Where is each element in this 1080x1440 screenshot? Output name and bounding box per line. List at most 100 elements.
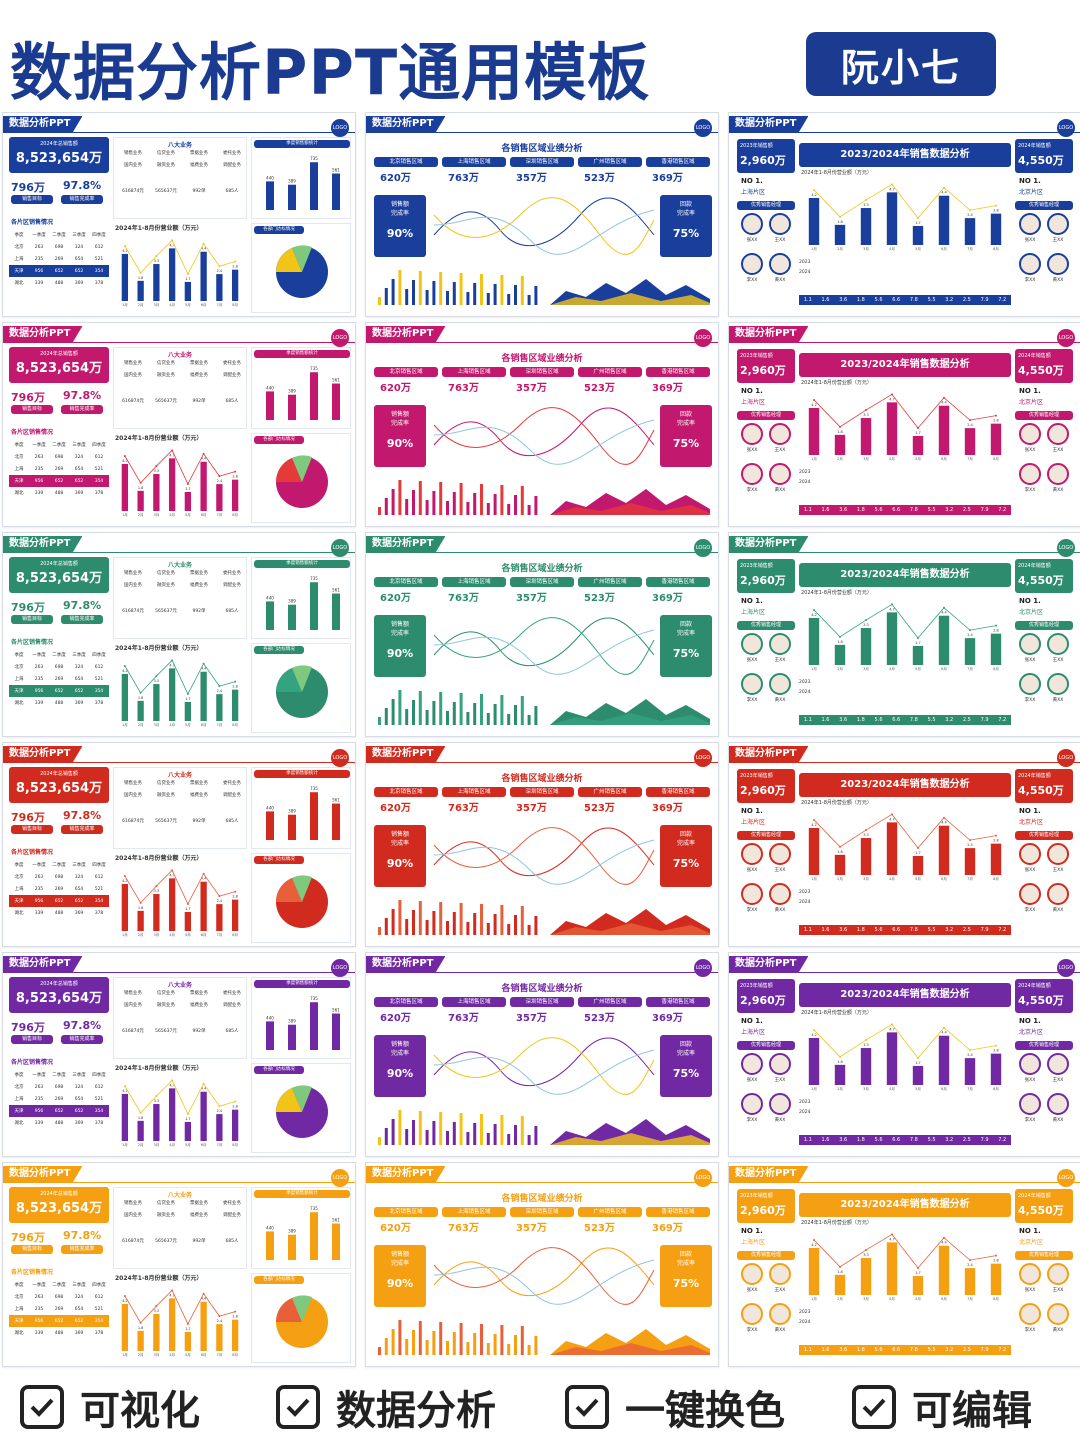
author-badge: 阮小七: [806, 32, 996, 96]
series-line: [433, 407, 655, 465]
table-cell: 652: [74, 478, 84, 484]
slide-tag: 数据分析PPT: [729, 1166, 809, 1182]
slide-green-2[interactable]: 数据分析PPT LOGO 各销售区域业绩分析 北京销售区域 620万 上海销售区域 763万…: [365, 532, 719, 737]
sales-gauge: 销售额 完成率 90%: [374, 1035, 426, 1097]
bar: [938, 1245, 950, 1295]
table-cell: 北京: [14, 1295, 24, 1300]
region-value: 369万: [652, 593, 683, 604]
pie-chart: [276, 875, 328, 928]
slide-orange-2[interactable]: 数据分析PPT LOGO 各销售区域业绩分析 北京销售区域 620万 上海销售区域 763万…: [365, 1162, 719, 1367]
slide-blue-2[interactable]: 数据分析PPT LOGO 各销售区域业绩分析 北京销售区域 620万 上海销售区域 763万…: [365, 112, 719, 317]
trend-point: [171, 869, 174, 872]
no1-label: NO 1.: [1019, 1227, 1041, 1235]
bar: [507, 294, 511, 305]
bar: [964, 1058, 976, 1085]
feature-editable: 可编辑: [852, 1382, 1032, 1434]
bar: [500, 905, 504, 935]
trend-point: [917, 636, 919, 639]
table-cell: 612: [94, 244, 104, 250]
monthly-title: 2024年1-8月份营业额（万元）: [115, 1275, 203, 1282]
gauge-value: 75%: [672, 227, 700, 240]
footer-value: 1.6: [821, 927, 830, 933]
trend-point: [123, 874, 126, 877]
pie-chart: [276, 455, 328, 508]
slide-red-3[interactable]: 数据分析PPT LOGO 2023年销售额 2,960万 2024年销售额 4,550万 2…: [728, 742, 1080, 947]
bar: [507, 714, 511, 725]
table-row: 北京 263 698 324 612: [9, 1081, 109, 1093]
slide-purple-2[interactable]: 数据分析PPT LOGO 各销售区域业绩分析 北京销售区域 620万 上海销售区域 763万…: [365, 952, 719, 1157]
slide-green-1[interactable]: 数据分析PPT LOGO 2024年总销售额 8,523,654万 796万 97.8% 销…: [2, 532, 356, 737]
slide-red-1[interactable]: 数据分析PPT LOGO 2024年总销售额 8,523,654万 796万 97.8% 销…: [2, 742, 356, 947]
table-cell: 湖北: [14, 1331, 24, 1336]
business-item: 调配业务: [223, 793, 241, 798]
business-title: 八大业务: [167, 352, 192, 359]
bar: [405, 919, 409, 935]
rate-block: 97.8%: [63, 179, 102, 192]
slide-magenta-1[interactable]: 数据分析PPT LOGO 2024年总销售额 8,523,654万 796万 97.8% 销…: [2, 322, 356, 527]
slide-divider: [366, 1182, 718, 1183]
bar: [425, 1340, 429, 1355]
data-label: 3.3: [154, 469, 160, 473]
series-line: [433, 827, 655, 876]
manager-label: 优秀销售经理: [1015, 201, 1073, 210]
region-name: 上海片区: [741, 1239, 766, 1246]
business-item: 福费业务: [190, 1003, 208, 1008]
trend-point: [839, 1265, 841, 1268]
bar: [412, 1330, 415, 1355]
quarter-label: 735: [310, 366, 318, 371]
data-label: 1.7: [915, 1271, 921, 1275]
pie-slice: [292, 455, 312, 482]
trend-point: [139, 271, 142, 274]
slide-green-3[interactable]: 数据分析PPT LOGO 2023年销售额 2,960万 2024年销售额 4,550万 2…: [728, 532, 1080, 737]
footer-value: 1.8: [856, 927, 865, 933]
table-row: 2024: [799, 267, 1011, 277]
slide-orange-3[interactable]: 数据分析PPT LOGO 2023年销售额 2,960万 2024年销售额 4,550万 2…: [728, 1162, 1080, 1367]
tick-label: 1月: [811, 666, 817, 671]
feature-label: 数据分析: [336, 1388, 496, 1434]
tick-label: 3月: [154, 932, 160, 937]
table-cell: 652: [54, 1318, 64, 1324]
payment-gauge: 回款 完成率 75%: [660, 405, 712, 467]
trend-point: [839, 425, 841, 428]
target-block: 796万: [11, 1021, 45, 1034]
tick-label: 1月: [122, 1142, 128, 1147]
slide-magenta-2[interactable]: 数据分析PPT LOGO 各销售区域业绩分析 北京销售区域 620万 上海销售区域 763万…: [365, 322, 719, 527]
business-item: 票据业务: [190, 1201, 208, 1206]
avatar: [1019, 633, 1041, 655]
slide-divider: [3, 342, 355, 343]
person-name: 黄XX: [1052, 1328, 1064, 1333]
slide-orange-1[interactable]: 数据分析PPT LOGO 2024年总销售额 8,523,654万 796万 97.8% 销…: [2, 1162, 356, 1367]
slide-blue-3[interactable]: 数据分析PPT LOGO 2023年销售额 2,960万 2024年销售额 4,550万 2…: [728, 112, 1080, 317]
region-header: 上海销售区域: [442, 577, 506, 587]
slide-blue-1[interactable]: 数据分析PPT LOGO 2024年总销售额 8,523,654万 796万 97.8% 销…: [2, 112, 356, 317]
slide-red-2[interactable]: 数据分析PPT LOGO 各销售区域业绩分析 北京销售区域 620万 上海销售区域 763万…: [365, 742, 719, 947]
kpi-value: 2,960万: [740, 784, 786, 797]
row-label: 2024: [799, 689, 811, 695]
table-row: 上海 235 269 654 521: [9, 1303, 109, 1315]
table-cell: 269: [54, 886, 64, 892]
person-name: 张XX: [746, 658, 758, 663]
footer-value: 7.9: [980, 927, 989, 933]
quarter-label: 561: [332, 798, 340, 803]
data-label: 1.7: [915, 1061, 921, 1065]
table-cell: 488: [54, 490, 64, 496]
target-block: 796万: [11, 181, 45, 194]
data-label: 4.4: [201, 1087, 207, 1091]
table-cell: 三季度: [72, 1283, 86, 1288]
bar: [418, 1111, 422, 1145]
data-label: 3.3: [863, 413, 869, 417]
business-item: 福费业务: [190, 1213, 208, 1218]
slide-purple-1[interactable]: 数据分析PPT LOGO 2024年总销售额 8,523,654万 796万 97.8% 销…: [2, 952, 356, 1157]
slide-magenta-3[interactable]: 数据分析PPT LOGO 2023年销售额 2,960万 2024年销售额 4,550万 2…: [728, 322, 1080, 527]
slide-purple-3[interactable]: 数据分析PPT LOGO 2023年销售额 2,960万 2024年销售额 4,550万 2…: [728, 952, 1080, 1157]
row-label: 2024: [799, 269, 811, 275]
business-title: 八大业务: [167, 142, 192, 149]
data-label: 2.8: [232, 1315, 238, 1319]
bar: [520, 696, 524, 725]
tick-label: 2月: [138, 932, 144, 937]
avatar: [769, 423, 791, 445]
table-cell: 521: [94, 256, 104, 262]
bar: [834, 1064, 846, 1085]
table-cell: 369: [74, 910, 84, 916]
table-cell: 654: [74, 886, 84, 892]
